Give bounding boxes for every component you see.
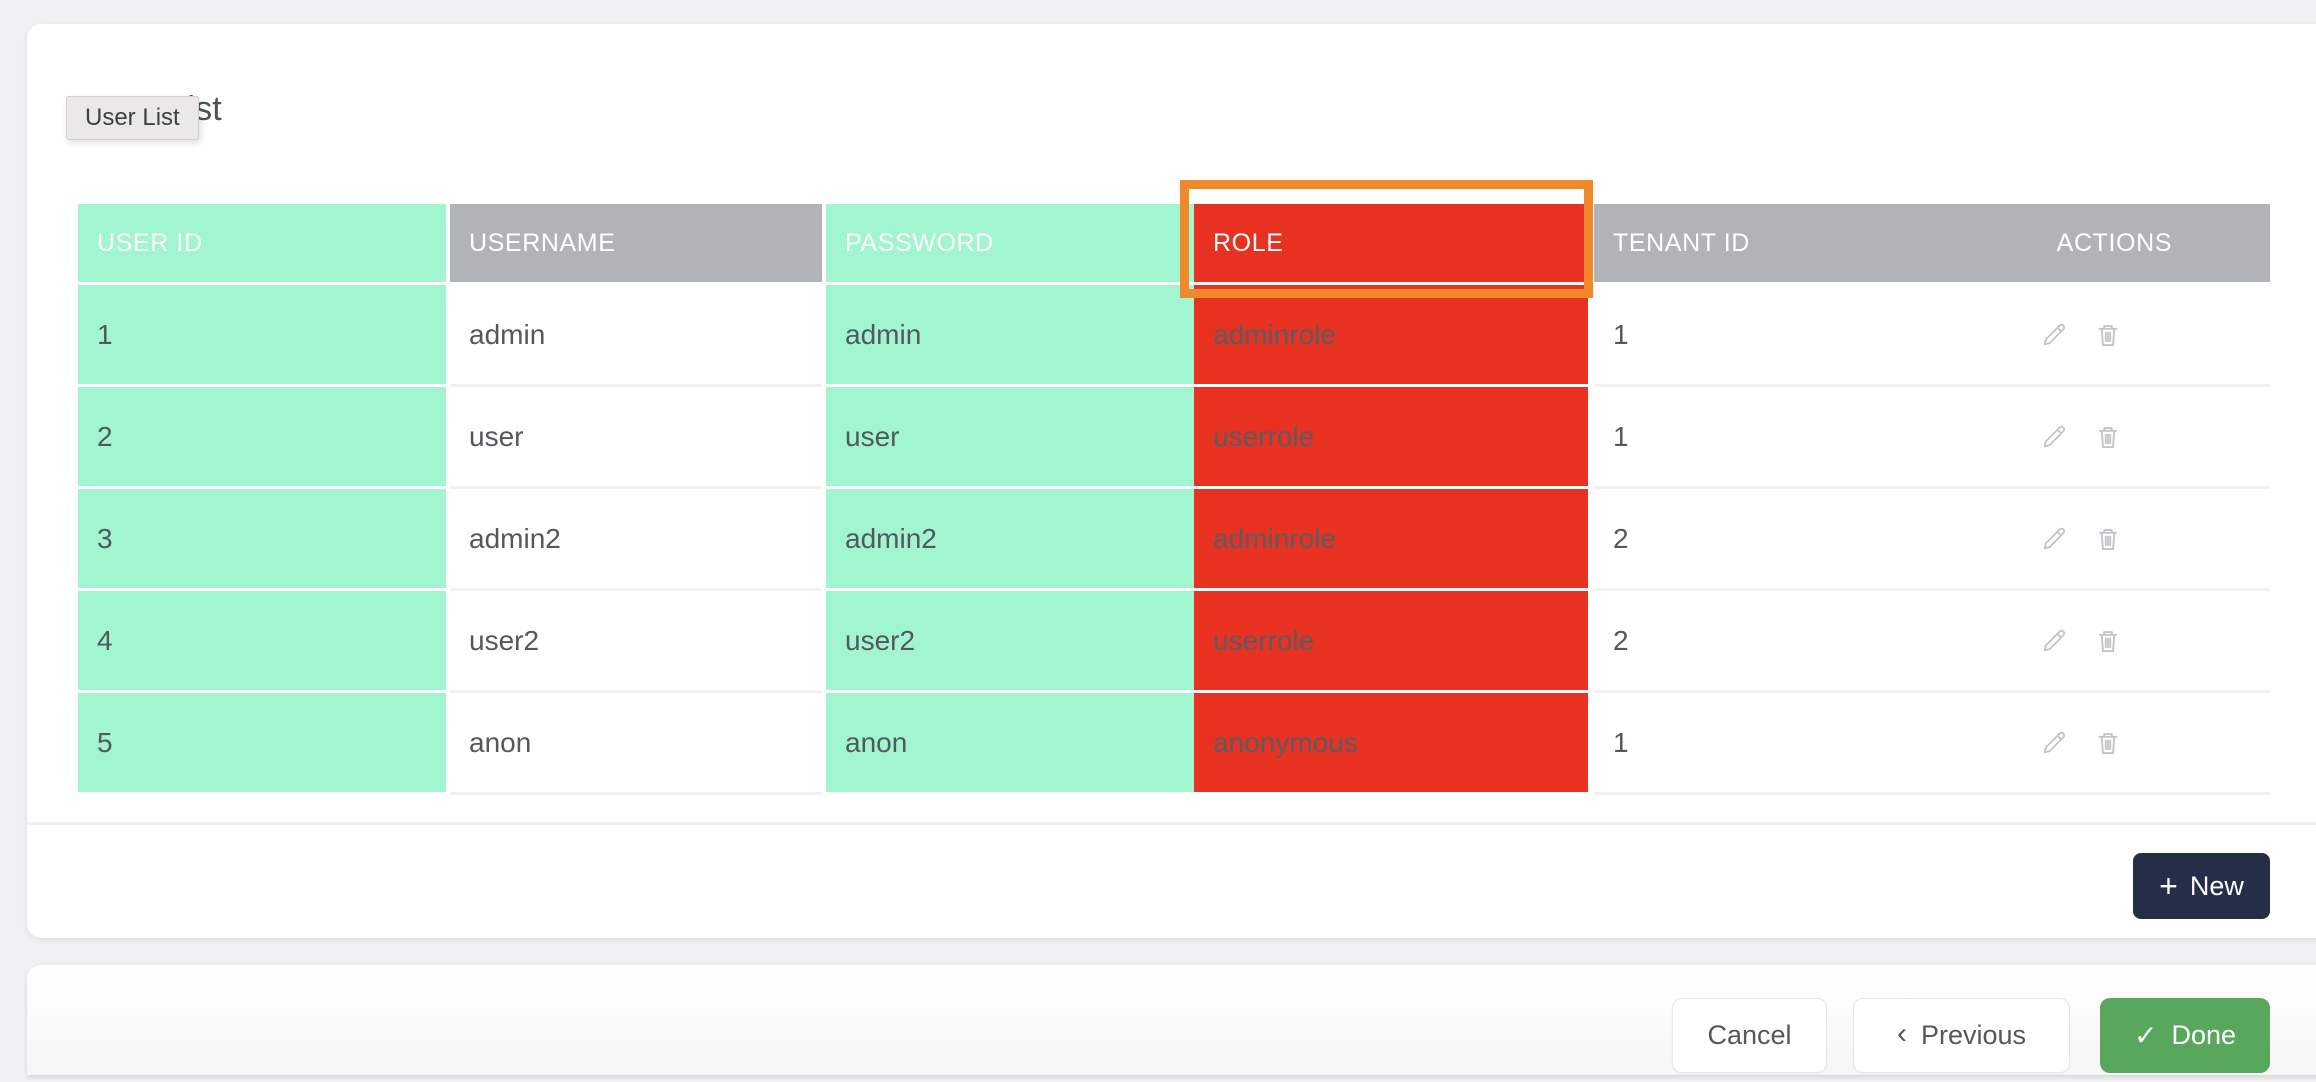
table-row: 5 anon anon anonymous 1 [78,693,2270,792]
cell-tenant-actions: 2 [1594,591,2270,690]
cell-tenant-actions: 2 [1594,489,2270,588]
header-username[interactable]: USERNAME [450,204,822,282]
cancel-button[interactable]: Cancel [1672,998,1827,1073]
previous-button[interactable]: ‹ Previous [1853,998,2070,1073]
edit-button[interactable] [2039,728,2069,758]
edit-button[interactable] [2039,524,2069,554]
cell-tenant-actions: 1 [1594,387,2270,486]
header-tenant-id: TENANT ID [1613,228,1750,257]
edit-button[interactable] [2039,320,2069,350]
cell-password: user [826,387,1194,486]
cell-user-id: 4 [78,591,446,690]
new-button-label: New [2189,870,2244,901]
pencil-icon [2043,629,2066,651]
user-table: USER ID USERNAME PASSWORD ROLE TENANT ID… [78,204,2270,792]
trash-icon [2098,732,2118,754]
table-row: 4 user2 user2 userrole 2 [78,591,2270,690]
delete-button[interactable] [2093,320,2123,350]
table-row: 3 admin2 admin2 adminrole 2 [78,489,2270,588]
previous-button-label: Previous [1920,1020,2027,1050]
cell-role: userrole [1194,387,1588,486]
header-actions: ACTIONS [2056,228,2172,257]
cell-user-id: 3 [78,489,446,588]
cell-tenant-id: 1 [1613,318,1629,350]
trash-icon [2098,528,2118,550]
done-button[interactable]: ✓ Done [2100,998,2270,1073]
done-button-label: Done [2171,1020,2236,1050]
cell-user-id: 1 [78,285,446,384]
divider [27,822,2316,825]
header-tenant-actions[interactable]: TENANT ID ACTIONS [1594,204,2270,282]
tooltip-text: User List [85,104,180,131]
edit-button[interactable] [2039,626,2069,656]
cell-password: user2 [826,591,1194,690]
delete-button[interactable] [2093,524,2123,554]
cell-user-id: 5 [78,693,446,792]
table-header-row: USER ID USERNAME PASSWORD ROLE TENANT ID… [78,204,2270,282]
cell-tenant-actions: 1 [1594,693,2270,792]
cell-tenant-id: 2 [1613,522,1629,554]
cell-password: admin2 [826,489,1194,588]
cell-role: anonymous [1194,693,1588,792]
edit-button[interactable] [2039,422,2069,452]
cell-tenant-id: 1 [1613,726,1629,758]
cell-tenant-id: 2 [1613,624,1629,656]
cell-role: adminrole [1194,285,1588,384]
trash-icon [2098,324,2118,346]
trash-icon [2098,630,2118,652]
new-button[interactable]: + New [2133,853,2270,919]
tooltip: User List [66,96,199,140]
header-user-id[interactable]: USER ID [78,204,446,282]
cell-role: userrole [1194,591,1588,690]
pencil-icon [2043,425,2066,447]
cell-password: admin [826,285,1194,384]
check-icon: ✓ [2133,1020,2158,1051]
table-row: 1 admin admin adminrole 1 [78,285,2270,384]
cell-password: anon [826,693,1194,792]
cell-username: admin2 [450,489,822,588]
cell-tenant-actions: 1 [1594,285,2270,384]
pencil-icon [2043,527,2066,549]
plus-icon: + [2159,868,2178,904]
delete-button[interactable] [2093,422,2123,452]
cell-username: user [450,387,822,486]
trash-icon [2098,426,2118,448]
cell-user-id: 2 [78,387,446,486]
delete-button[interactable] [2093,728,2123,758]
header-role[interactable]: ROLE [1194,204,1588,282]
cell-username: admin [450,285,822,384]
delete-button[interactable] [2093,626,2123,656]
pencil-icon [2043,731,2066,753]
header-password[interactable]: PASSWORD [826,204,1194,282]
chevron-left-icon: ‹ [1896,1017,1907,1050]
cell-username: user2 [450,591,822,690]
cancel-button-label: Cancel [1707,1020,1792,1050]
cell-username: anon [450,693,822,792]
cell-tenant-id: 1 [1613,420,1629,452]
cell-role: adminrole [1194,489,1588,588]
pencil-icon [2043,323,2066,345]
table-row: 2 user user userrole 1 [78,387,2270,486]
